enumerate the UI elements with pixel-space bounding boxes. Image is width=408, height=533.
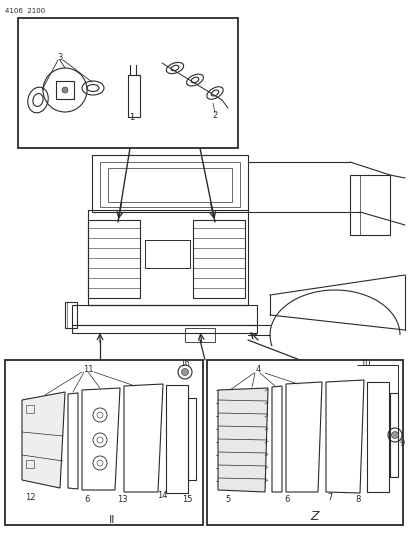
Text: 12: 12 xyxy=(25,494,35,503)
Bar xyxy=(166,385,188,493)
Text: 8: 8 xyxy=(355,496,361,505)
Bar xyxy=(128,75,140,117)
Text: 15: 15 xyxy=(182,496,192,505)
Bar xyxy=(72,325,257,333)
Text: 6: 6 xyxy=(284,496,290,505)
Bar xyxy=(350,175,390,235)
Text: 16: 16 xyxy=(180,359,190,367)
Text: 10: 10 xyxy=(360,359,370,367)
Text: 7: 7 xyxy=(327,494,333,503)
Circle shape xyxy=(182,368,188,376)
Bar xyxy=(188,398,196,480)
Bar xyxy=(26,405,34,413)
Polygon shape xyxy=(22,392,65,488)
Bar xyxy=(5,360,203,525)
Text: 2: 2 xyxy=(213,110,217,119)
Text: 4106  2100: 4106 2100 xyxy=(5,8,45,14)
Bar xyxy=(193,220,245,298)
Bar xyxy=(185,328,215,342)
Text: 5: 5 xyxy=(225,496,231,505)
Polygon shape xyxy=(218,388,268,492)
Bar xyxy=(88,210,248,305)
Text: 4: 4 xyxy=(255,366,261,375)
Bar xyxy=(65,302,77,328)
Bar xyxy=(72,305,257,325)
Bar xyxy=(207,360,403,525)
Bar xyxy=(18,18,238,148)
Circle shape xyxy=(62,87,68,93)
Text: Ⅱ: Ⅱ xyxy=(109,515,115,525)
Bar xyxy=(367,382,389,492)
Bar xyxy=(390,393,398,477)
Bar xyxy=(145,240,190,268)
Circle shape xyxy=(392,432,399,439)
Text: Z: Z xyxy=(310,510,319,522)
Text: 13: 13 xyxy=(117,496,127,505)
Text: 11: 11 xyxy=(83,366,93,375)
Text: 9: 9 xyxy=(399,439,405,448)
Bar xyxy=(26,460,34,468)
Text: 14: 14 xyxy=(157,490,167,499)
Text: 3: 3 xyxy=(57,52,63,61)
Bar xyxy=(88,220,140,298)
Bar xyxy=(56,81,74,99)
Text: 6: 6 xyxy=(84,496,90,505)
Text: 1: 1 xyxy=(129,114,135,123)
